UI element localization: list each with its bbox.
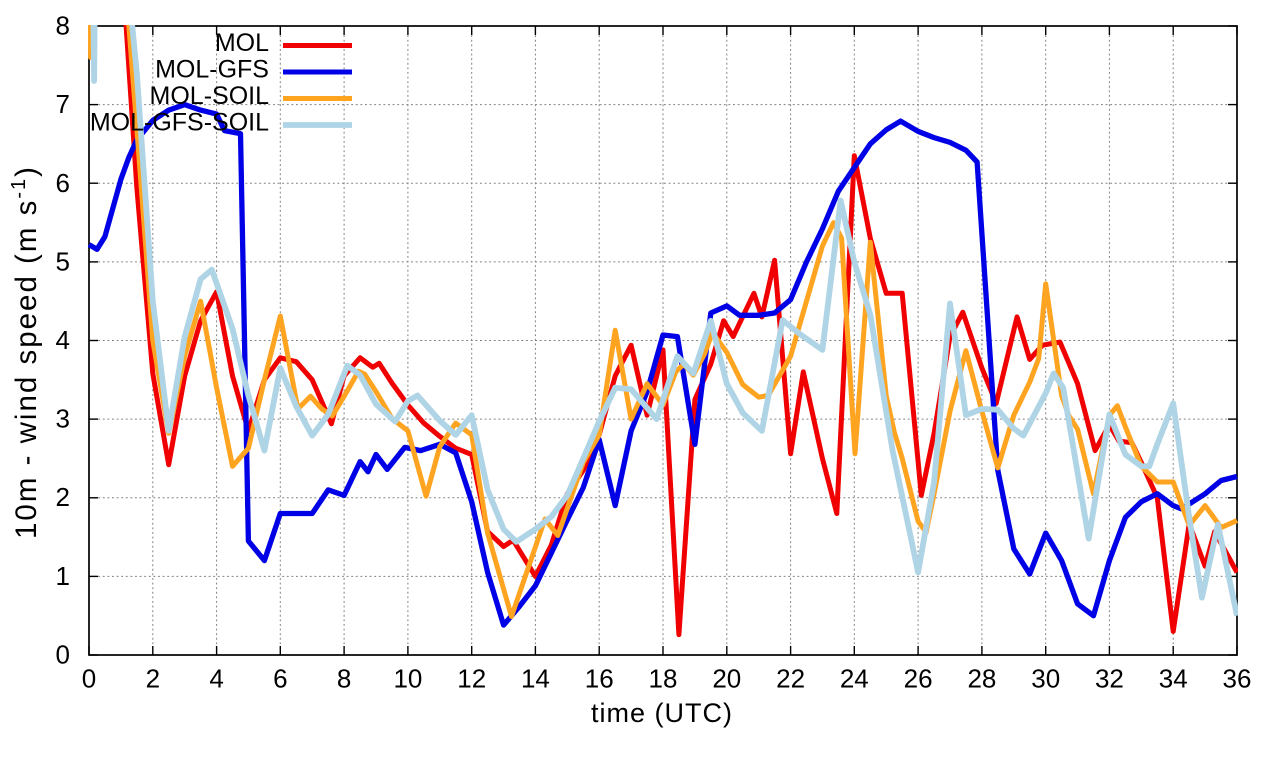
svg-text:14: 14 xyxy=(521,664,550,694)
svg-text:2: 2 xyxy=(146,664,160,694)
svg-text:2: 2 xyxy=(56,482,70,512)
svg-text:36: 36 xyxy=(1223,664,1252,694)
svg-text:time (UTC): time (UTC) xyxy=(591,698,733,728)
svg-text:16: 16 xyxy=(585,664,614,694)
svg-text:30: 30 xyxy=(1031,664,1060,694)
svg-text:22: 22 xyxy=(776,664,805,694)
svg-text:0: 0 xyxy=(82,664,96,694)
svg-text:MOL-SOIL: MOL-SOIL xyxy=(150,82,270,110)
svg-text:0: 0 xyxy=(56,640,70,670)
svg-text:5: 5 xyxy=(56,246,70,276)
svg-text:8: 8 xyxy=(337,664,351,694)
svg-text:10: 10 xyxy=(393,664,422,694)
svg-text:24: 24 xyxy=(840,664,869,694)
svg-text:1: 1 xyxy=(56,561,70,591)
svg-text:MOL-GFS-SOIL: MOL-GFS-SOIL xyxy=(90,109,269,137)
svg-text:26: 26 xyxy=(904,664,933,694)
svg-text:6: 6 xyxy=(273,664,287,694)
svg-text:32: 32 xyxy=(1095,664,1124,694)
svg-text:4: 4 xyxy=(209,664,223,694)
svg-text:4: 4 xyxy=(56,325,70,355)
svg-text:MOL: MOL xyxy=(215,29,269,57)
svg-text:20: 20 xyxy=(712,664,741,694)
svg-text:6: 6 xyxy=(56,168,70,198)
svg-text:3: 3 xyxy=(56,404,70,434)
svg-text:MOL-GFS: MOL-GFS xyxy=(155,56,269,84)
svg-text:12: 12 xyxy=(457,664,486,694)
svg-text:28: 28 xyxy=(967,664,996,694)
svg-text:8: 8 xyxy=(56,11,70,41)
svg-text:18: 18 xyxy=(649,664,678,694)
svg-text:7: 7 xyxy=(56,89,70,119)
svg-text:34: 34 xyxy=(1159,664,1188,694)
svg-text:10m - wind speed (m s-1): 10m - wind speed (m s-1) xyxy=(8,165,43,539)
